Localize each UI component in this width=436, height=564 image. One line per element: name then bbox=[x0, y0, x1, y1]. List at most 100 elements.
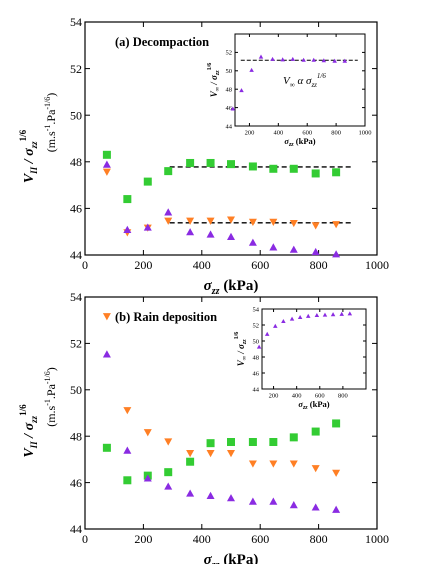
inset-data-point bbox=[332, 58, 337, 63]
x-axis-label: σzz (kPa) bbox=[204, 552, 259, 564]
inset-data-point bbox=[281, 318, 286, 324]
data-point-series-1 bbox=[269, 460, 278, 468]
inset-frame bbox=[234, 33, 366, 127]
inset-y-tick-label: 46 bbox=[253, 370, 260, 377]
inset-x-tick-label: 400 bbox=[292, 393, 302, 400]
inset-y-label-slash: / bbox=[209, 80, 219, 87]
data-point-series-0 bbox=[164, 468, 173, 477]
inset-y-tick-label: 52 bbox=[226, 50, 233, 57]
data-point-series-0 bbox=[311, 169, 320, 178]
inset-y-label-sigma-subscript: zz bbox=[242, 339, 248, 345]
data-point-series-0 bbox=[143, 177, 152, 186]
inset-data-point bbox=[311, 57, 316, 62]
data-point-series-0 bbox=[269, 438, 278, 446]
inset-x-tick-label: 1000 bbox=[359, 130, 372, 137]
chart-title: (b) Rain deposition bbox=[115, 310, 217, 324]
inset-data-point bbox=[339, 311, 344, 316]
data-point-series-2 bbox=[143, 223, 152, 231]
annotation-part: V bbox=[283, 75, 291, 87]
inset-x-tick-label: 200 bbox=[245, 130, 255, 137]
data-point-series-2 bbox=[311, 247, 320, 256]
inset-y-axis-label: V∞ / σzz1/6 bbox=[234, 332, 248, 367]
data-point-series-1 bbox=[311, 465, 320, 473]
inset-y-tick-label: 44 bbox=[253, 386, 260, 393]
inset-x-tick-label: 200 bbox=[269, 393, 279, 400]
y-axis-unit-part: ) bbox=[44, 93, 58, 97]
data-point-series-1 bbox=[206, 217, 215, 225]
main-y-tick-label: 50 bbox=[70, 108, 82, 122]
y-axis-label-exponent: 1/6 bbox=[18, 404, 28, 416]
inset-x-label-unit: (kPa) bbox=[294, 136, 316, 146]
data-point-series-1 bbox=[102, 313, 111, 321]
y-axis-unit-part: -1 bbox=[43, 399, 52, 406]
inset-y-tick-label: 50 bbox=[226, 68, 233, 75]
y-axis-label-slash: / bbox=[22, 430, 37, 441]
inset-data-point bbox=[321, 58, 327, 63]
main-y-tick-label: 54 bbox=[70, 290, 82, 304]
inset-data-point bbox=[322, 312, 328, 317]
main-x-tick-label: 200 bbox=[134, 532, 152, 546]
main-y-tick-label: 52 bbox=[70, 337, 82, 351]
data-point-series-2 bbox=[186, 228, 195, 236]
data-point-series-0 bbox=[227, 438, 235, 446]
x-axis-label-unit: (kPa) bbox=[220, 278, 259, 294]
data-point-series-0 bbox=[332, 419, 341, 428]
main-y-tick-label: 52 bbox=[70, 62, 82, 76]
main-y-tick-label: 48 bbox=[70, 155, 82, 169]
main-x-tick-label: 1000 bbox=[365, 532, 389, 546]
inset-y-tick-label: 48 bbox=[226, 86, 233, 93]
main-x-tick-label: 800 bbox=[310, 258, 328, 272]
inset-y-tick-label: 46 bbox=[226, 105, 233, 112]
inset-data-point bbox=[342, 58, 348, 63]
inset-frame bbox=[261, 308, 367, 390]
main-x-tick-label: 600 bbox=[251, 532, 269, 546]
inset-data-point bbox=[270, 56, 275, 61]
y-axis-unit-part: -1/6 bbox=[43, 97, 52, 110]
inset-y-tick-label: 44 bbox=[226, 123, 233, 130]
data-point-series-1 bbox=[311, 222, 320, 230]
data-point-series-2 bbox=[206, 491, 215, 499]
y-axis-unit-part: (m.s bbox=[44, 405, 58, 426]
data-point-series-2 bbox=[248, 497, 257, 505]
data-point-series-0 bbox=[248, 162, 257, 171]
data-point-series-1 bbox=[269, 218, 278, 226]
x-axis-label-unit: (kPa) bbox=[220, 552, 259, 564]
y-axis-label-sigma-subscript: zz bbox=[29, 141, 39, 150]
data-point-series-0 bbox=[206, 439, 215, 448]
y-axis-label-subscript: II bbox=[29, 441, 39, 450]
data-point-series-0 bbox=[186, 457, 195, 466]
data-point-series-0 bbox=[269, 164, 278, 173]
data-point-series-0 bbox=[102, 150, 111, 159]
x-axis-label: σzz (kPa) bbox=[204, 278, 259, 297]
main-x-tick-label: 0 bbox=[82, 258, 88, 272]
annotation-part: zz bbox=[310, 81, 317, 89]
data-point-series-0 bbox=[227, 160, 235, 169]
data-point-series-1 bbox=[164, 438, 173, 446]
data-point-series-2 bbox=[206, 230, 215, 238]
main-x-tick-label: 1000 bbox=[365, 258, 389, 272]
main-y-tick-label: 50 bbox=[70, 383, 82, 397]
data-point-series-2 bbox=[227, 232, 235, 240]
inset-y-label-subscript: ∞ bbox=[215, 86, 221, 91]
plot-frame bbox=[84, 21, 378, 256]
data-point-series-1 bbox=[227, 216, 235, 224]
inset-data-point bbox=[330, 312, 336, 317]
inset-x-tick-label: 600 bbox=[315, 393, 325, 400]
data-point-series-2 bbox=[102, 160, 111, 168]
main-y-tick-label: 46 bbox=[70, 202, 82, 216]
main-x-tick-label: 400 bbox=[193, 258, 211, 272]
x-axis-label-subscript: zz bbox=[211, 286, 220, 297]
y-axis-label-symbol: V bbox=[22, 447, 37, 458]
y-axis-unit-part: .Pa bbox=[44, 383, 58, 399]
data-point-series-1 bbox=[102, 168, 111, 176]
data-point-series-1 bbox=[248, 460, 257, 468]
y-axis-unit-part: -1/6 bbox=[43, 371, 52, 384]
data-point-series-2 bbox=[143, 474, 152, 482]
chart-panel-0: 0 200 400 600 800 1000 44 46 48 50 52 54 (a) Decompa… bbox=[18, 15, 389, 297]
y-axis-label-sigma: σ bbox=[22, 148, 37, 156]
data-point-series-2 bbox=[123, 225, 132, 233]
y-axis-label-symbol: V bbox=[22, 172, 37, 183]
data-point-series-0 bbox=[289, 164, 298, 173]
inset-y-label-sigma-subscript: zz bbox=[215, 70, 221, 76]
